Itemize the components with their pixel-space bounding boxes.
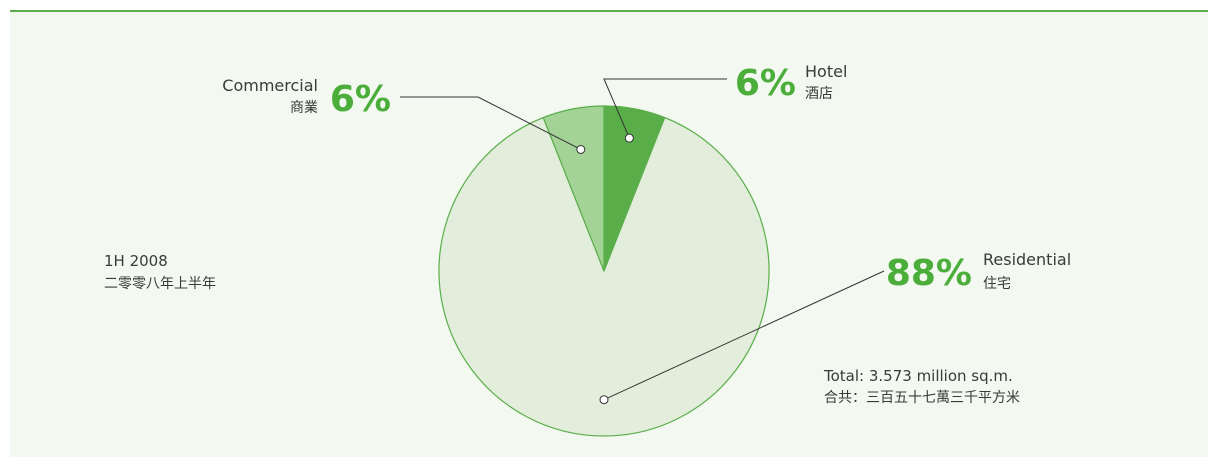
commercial-percent-label: 6% [330, 79, 391, 120]
residential-label-en: Residential [983, 250, 1071, 269]
pie-slice-commercial [542, 105, 605, 272]
hotel-percent-label: 6% [735, 63, 796, 104]
hotel-label-zh: 酒店 [805, 86, 833, 102]
commercial-label-zh: 商業 [290, 100, 318, 116]
total-label-en: Total: 3.573 million sq.m. [823, 367, 1013, 385]
residential-percent-label: 88% [886, 253, 972, 294]
leader-dot-commercial [576, 144, 586, 154]
pie-slice-residential [438, 116, 770, 437]
leader-line-residential [603, 270, 885, 401]
period-label-zh: 二零零八年上半年 [104, 276, 216, 292]
leader-line-commercial [400, 96, 582, 150]
leader-line-hotel [603, 78, 727, 139]
total-label-zh: 合共：三百五十七萬三千平方米 [824, 390, 1020, 406]
period-label-en: 1H 2008 [104, 252, 168, 270]
leader-dot-hotel [624, 133, 634, 143]
hotel-label-en: Hotel [805, 62, 847, 81]
commercial-label-en: Commercial [222, 76, 318, 95]
residential-label-zh: 住宅 [983, 276, 1011, 292]
leader-dot-residential [599, 395, 609, 405]
